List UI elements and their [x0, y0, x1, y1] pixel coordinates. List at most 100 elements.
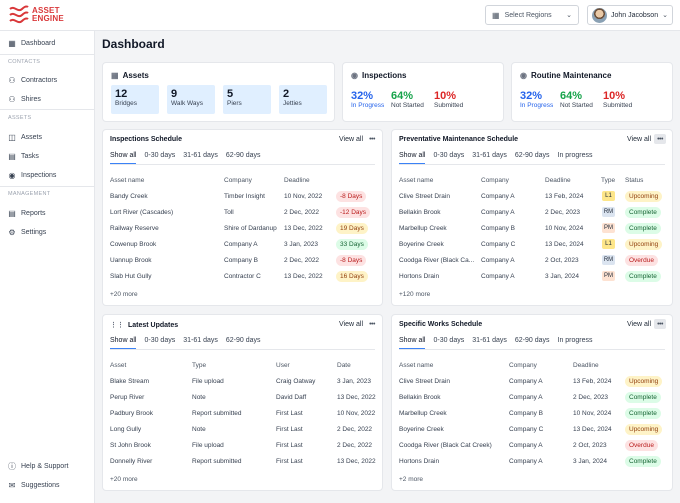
sidebar-item-contractors[interactable]: ⚇ Contractors: [8, 76, 57, 85]
sidebar-item-dashboard[interactable]: ▦ Dashboard: [8, 39, 55, 48]
tab-in-progress[interactable]: In progress: [557, 152, 593, 159]
type-cell: Note: [192, 394, 206, 401]
report-icon: ▤: [8, 208, 16, 218]
view-all-link[interactable]: View all: [627, 136, 651, 143]
status-badge: Complete: [625, 456, 661, 467]
sidebar-item-assets[interactable]: ◫ Assets: [8, 133, 42, 142]
tab-31-61-days[interactable]: 31-61 days: [472, 152, 507, 159]
asset-name-cell[interactable]: Marbellup Creek: [399, 225, 447, 232]
column-header: Asset name: [399, 177, 434, 184]
deadline-cell: 2 Oct, 2023: [573, 442, 607, 449]
asset-name-cell[interactable]: Boyerine Creek: [399, 241, 444, 248]
stat-piers[interactable]: 5 Piers: [223, 85, 271, 114]
more-link[interactable]: +120 more: [399, 291, 431, 298]
asset-name-cell[interactable]: Coodga River (Black Ca...: [399, 257, 475, 264]
stat-not-started[interactable]: 64% Not Started: [391, 90, 424, 109]
asset-name-cell[interactable]: Uannup Brook: [110, 257, 152, 264]
company-cell: Toll: [224, 209, 234, 216]
sidebar-item-inspections[interactable]: ◉ Inspections: [8, 171, 57, 180]
stat-submitted[interactable]: 10% Submitted: [434, 90, 463, 109]
asset-name-cell[interactable]: Hortons Drain: [399, 273, 440, 280]
app-logo[interactable]: ASSET ENGINE: [8, 4, 64, 26]
stat-jetties[interactable]: 2 Jetties: [279, 85, 327, 114]
sidebar-item-suggestions[interactable]: ✉ Suggestions: [8, 481, 60, 490]
tab-bar: Show all 0-30 days 31-61 days 62-90 days…: [399, 337, 601, 349]
user-menu[interactable]: John Jacobson ⌄: [587, 5, 673, 25]
user-cell: First Last: [276, 442, 303, 449]
asset-name-cell[interactable]: Slab Hut Gully: [110, 273, 152, 280]
more-options-icon[interactable]: •••: [369, 320, 375, 328]
asset-name-cell[interactable]: Bellakin Brook: [399, 394, 441, 401]
asset-name-cell[interactable]: Clive Street Drain: [399, 193, 450, 200]
view-all-link[interactable]: View all: [627, 321, 651, 328]
assets-card: ▦ Assets 12 Bridges 9 Walk Ways 5 Piers …: [102, 62, 335, 122]
region-select[interactable]: ▦ Select Regions ⌄: [485, 5, 579, 25]
sidebar-item-shires[interactable]: ⚇ Shires: [8, 95, 40, 104]
tab-0-30-days[interactable]: 0-30 days: [433, 337, 465, 344]
tab-show-all[interactable]: Show all: [399, 337, 426, 349]
more-options-icon[interactable]: •••: [369, 135, 375, 143]
more-options-icon[interactable]: •••: [654, 319, 666, 329]
stat-bridges[interactable]: 12 Bridges: [111, 85, 159, 114]
view-all-link[interactable]: View all: [339, 321, 363, 328]
help-icon: ⓘ: [8, 461, 16, 471]
deadline-cell: 13 Dec, 2022: [284, 273, 323, 280]
asset-name-cell[interactable]: Hortons Drain: [399, 458, 440, 465]
asset-name-cell[interactable]: Padbury Brook: [110, 410, 153, 417]
asset-name-cell[interactable]: Cowenup Brook: [110, 241, 157, 248]
stat-not-started[interactable]: 64% Not Started: [560, 90, 593, 109]
tab-0-30-days[interactable]: 0-30 days: [144, 152, 176, 159]
stat-submitted[interactable]: 10% Submitted: [603, 90, 632, 109]
tab-show-all[interactable]: Show all: [110, 337, 137, 349]
asset-engine-logo-icon: [9, 5, 29, 24]
drag-handle-icon[interactable]: ⋮⋮: [110, 322, 124, 329]
sidebar-item-settings[interactable]: ⚙ Settings: [8, 228, 46, 237]
sidebar-item-tasks[interactable]: ▤ Tasks: [8, 152, 39, 161]
date-cell: 10 Nov, 2022: [337, 410, 376, 417]
stat-walkways[interactable]: 9 Walk Ways: [167, 85, 215, 114]
panel-title: Preventative Maintenance Schedule: [399, 136, 519, 143]
tab-show-all[interactable]: Show all: [110, 152, 137, 164]
column-header: Status: [625, 177, 644, 184]
company-cell: Company A: [509, 442, 543, 449]
sidebar-item-reports[interactable]: ▤ Reports: [8, 208, 45, 218]
column-header: Asset: [110, 362, 127, 369]
more-link[interactable]: +2 more: [399, 476, 424, 483]
tab-in-progress[interactable]: In progress: [557, 337, 593, 344]
tab-31-61-days[interactable]: 31-61 days: [472, 337, 507, 344]
tab-62-90-days[interactable]: 62-90 days: [225, 337, 261, 344]
stat-in-progress[interactable]: 32% In Progress: [520, 90, 553, 109]
top-bar: ASSET ENGINE ▦ Select Regions ⌄ John Jac…: [0, 0, 680, 31]
view-all-link[interactable]: View all: [339, 136, 363, 143]
asset-name-cell[interactable]: Clive Street Drain: [399, 378, 450, 385]
tab-31-61-days[interactable]: 31-61 days: [183, 152, 218, 159]
more-link[interactable]: +20 more: [110, 291, 138, 298]
asset-name-cell[interactable]: Lort River (Cascades): [110, 209, 174, 216]
tab-0-30-days[interactable]: 0-30 days: [433, 152, 465, 159]
tab-show-all[interactable]: Show all: [399, 152, 426, 164]
asset-name-cell[interactable]: Long Gully: [110, 426, 142, 433]
asset-name-cell[interactable]: Donnelly River: [110, 458, 153, 465]
company-cell: Company A: [509, 378, 543, 385]
tab-62-90-days[interactable]: 62-90 days: [514, 337, 550, 344]
asset-name-cell[interactable]: Bandy Creek: [110, 193, 148, 200]
sidebar-item-help[interactable]: ⓘ Help & Support: [8, 461, 68, 471]
deadline-cell: 10 Nov, 2024: [573, 410, 612, 417]
tab-62-90-days[interactable]: 62-90 days: [225, 152, 261, 159]
tab-31-61-days[interactable]: 31-61 days: [183, 337, 218, 344]
status-badge: Complete: [625, 408, 661, 419]
tab-62-90-days[interactable]: 62-90 days: [514, 152, 550, 159]
asset-name-cell[interactable]: Bellakin Brook: [399, 209, 441, 216]
asset-name-cell[interactable]: Marbellup Creek: [399, 410, 447, 417]
asset-name-cell[interactable]: Railway Reserve: [110, 225, 159, 232]
stat-in-progress[interactable]: 32% In Progress: [351, 90, 384, 109]
asset-name-cell[interactable]: Coodga River (Black Cat Creek): [399, 442, 492, 449]
tab-0-30-days[interactable]: 0-30 days: [144, 337, 176, 344]
asset-name-cell[interactable]: St John Brook: [110, 442, 151, 449]
more-link[interactable]: +20 more: [110, 476, 138, 483]
tab-bar: Show all 0-30 days 31-61 days 62-90 days…: [399, 152, 601, 164]
more-options-icon[interactable]: •••: [654, 134, 666, 144]
asset-name-cell[interactable]: Boyerine Creek: [399, 426, 444, 433]
asset-name-cell[interactable]: Perup River: [110, 394, 145, 401]
asset-name-cell[interactable]: Blake Stream: [110, 378, 150, 385]
